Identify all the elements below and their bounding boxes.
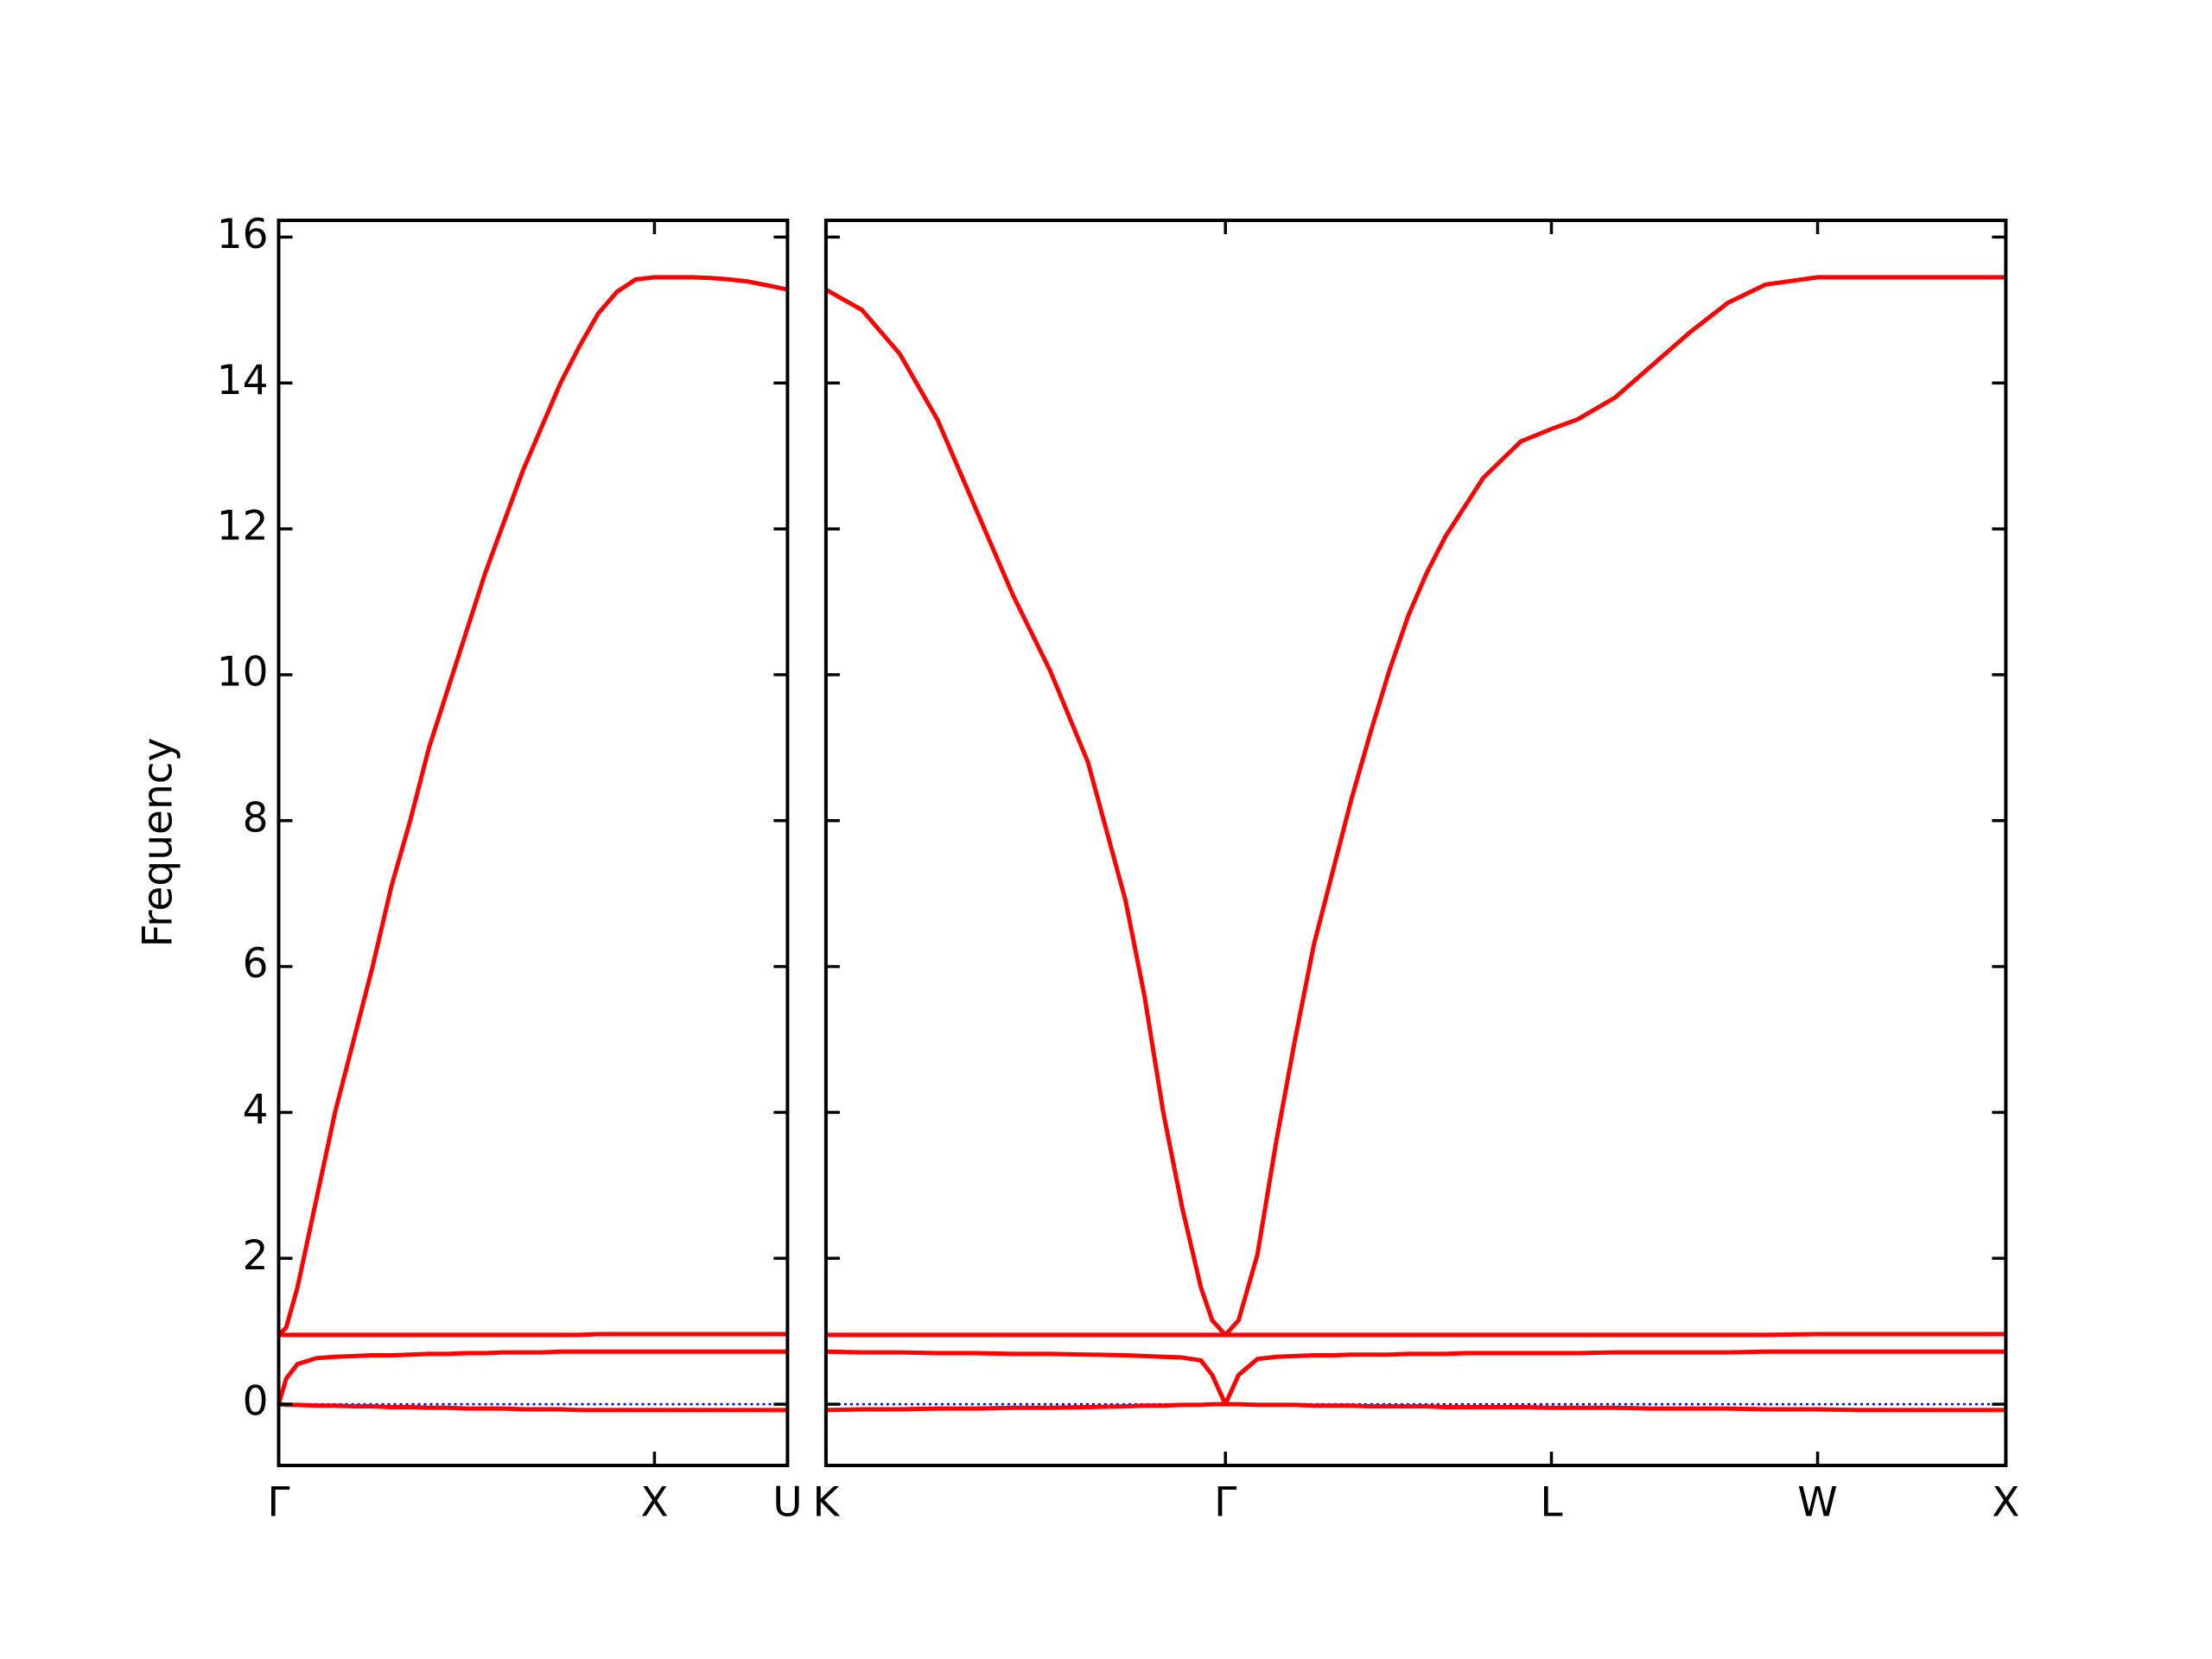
y-tick-label: 8 — [243, 794, 269, 842]
x-tick-label: Γ — [1214, 1479, 1236, 1527]
band-line — [824, 275, 2006, 1338]
x-tick-label: U — [772, 1479, 802, 1527]
band-line — [825, 1402, 2006, 1413]
x-tick-label: W — [1797, 1479, 1837, 1527]
y-tick-label: 10 — [217, 648, 269, 696]
axes-frame — [276, 219, 790, 1467]
y-tick-label: 4 — [243, 1086, 269, 1134]
y-tick-label: 2 — [243, 1232, 269, 1280]
x-tick-label: L — [1540, 1479, 1562, 1527]
x-tick-label: K — [812, 1479, 840, 1527]
x-tick-label: X — [1992, 1479, 2019, 1527]
y-tick-label: 6 — [243, 940, 269, 988]
band-line — [825, 1349, 2006, 1407]
axes-frame — [823, 219, 2008, 1467]
band-line — [278, 1402, 788, 1413]
band-line — [276, 1349, 788, 1405]
x-tick-label: X — [640, 1479, 668, 1527]
x-tick-label: Γ — [267, 1479, 289, 1527]
y-tick-label: 16 — [217, 211, 269, 258]
y-tick-label: 14 — [217, 357, 269, 404]
y-tick-label: 12 — [217, 503, 269, 550]
band-line — [825, 1332, 2006, 1338]
band-line — [276, 275, 788, 1337]
y-axis-label: Frequency — [135, 738, 182, 948]
band-line — [278, 1332, 788, 1338]
y-tick-label: 0 — [243, 1378, 269, 1426]
